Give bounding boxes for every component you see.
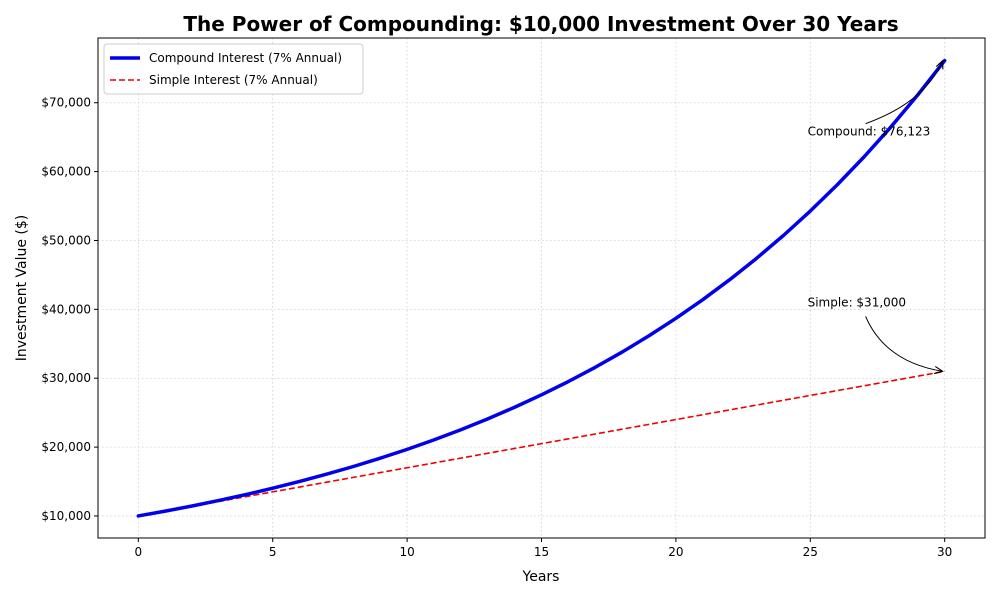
x-tick-label: 10 <box>399 545 414 559</box>
legend-label: Compound Interest (7% Annual) <box>149 51 342 65</box>
grid-lines <box>98 38 985 538</box>
x-tick-label: 0 <box>134 545 142 559</box>
y-tick-label: $30,000 <box>41 371 91 385</box>
simple-interest-line <box>138 370 945 517</box>
legend-box <box>103 43 364 95</box>
y-tick-label: $10,000 <box>41 509 91 523</box>
x-tick-label: 25 <box>803 545 818 559</box>
y-tick-label: $40,000 <box>41 302 91 316</box>
y-tick-label: $60,000 <box>41 165 91 179</box>
annotations: Compound: $76,123 Simple: $31,000 <box>808 61 943 372</box>
y-axis-label: Investment Value ($) <box>14 215 30 361</box>
x-tick-label: 5 <box>269 545 277 559</box>
simple-annotation: Simple: $31,000 <box>808 295 906 309</box>
annotation-arrow <box>865 61 943 125</box>
compound-interest-line <box>136 58 947 518</box>
x-axis-label: Years <box>522 569 560 585</box>
legend-label: Simple Interest (7% Annual) <box>149 73 318 87</box>
compound-annotation: Compound: $76,123 <box>808 125 931 139</box>
axis-ticks: 0 5 10 15 20 25 30 $10,000 $20,000 $30,000 $40,000… <box>41 96 952 559</box>
x-tick-label: 30 <box>937 545 952 559</box>
x-tick-label: 20 <box>668 545 683 559</box>
legend: Compound Interest (7% Annual) Simple Inte… <box>103 43 364 95</box>
x-tick-label: 15 <box>534 545 549 559</box>
y-tick-label: $70,000 <box>41 96 91 110</box>
y-tick-label: $20,000 <box>41 440 91 454</box>
annotation-arrow <box>865 316 943 371</box>
chart-title: The Power of Compounding: $10,000 Invest… <box>183 12 898 36</box>
series-lines <box>136 58 947 518</box>
y-tick-label: $50,000 <box>41 233 91 247</box>
